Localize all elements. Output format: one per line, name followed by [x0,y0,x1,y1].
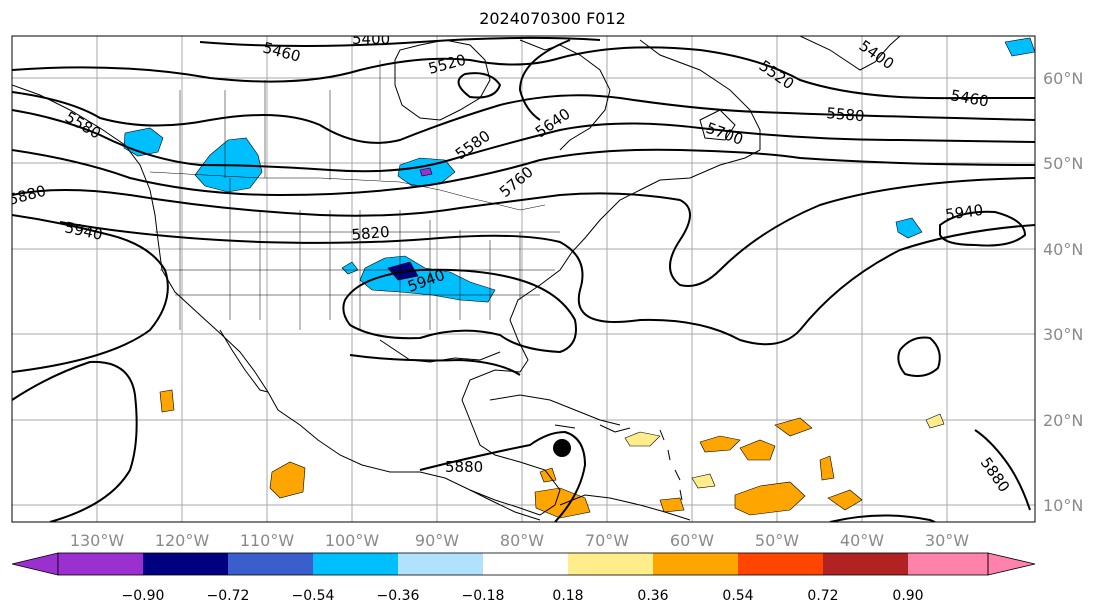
colorbar-tick-label: −0.36 [377,588,420,604]
map-frame [11,35,1036,523]
contour-label: 5400 [352,30,390,48]
colorbar-tick-label: −0.90 [122,588,165,604]
lat-tick-label: 20°N [1043,411,1083,430]
colorbar-tick-label: 0.90 [892,588,923,604]
colorbar-segment [823,553,908,575]
political-borders [149,60,560,330]
contour-label: 5820 [351,223,391,244]
lon-tick-label: 90°W [415,531,459,550]
colorbar-extend-low [11,552,59,576]
lat-tick-label: 10°N [1043,496,1083,515]
colorbar-tick-label: 0.36 [637,588,668,604]
colorbar-segment [738,553,823,575]
lon-tick-label: 100°W [325,531,380,550]
longitude-labels: 130°W 120°W 110°W 100°W 90°W 80°W 70°W 6… [70,531,969,550]
colorbar-segment [908,553,988,575]
lon-tick-label: 130°W [70,531,125,550]
height-contours [12,36,1035,522]
lon-tick-label: 110°W [240,531,295,550]
colorbar-tick-label: −0.18 [462,588,505,604]
colorbar-tick-label: 0.72 [807,588,838,604]
contour-label: 5940 [944,201,984,224]
colorbar-frame [57,552,989,576]
colorbar-segment [483,553,568,575]
coastlines [12,36,901,521]
colorbar-segment [143,553,228,575]
lon-tick-label: 40°W [840,531,884,550]
map-area [12,36,1035,522]
colorbar-segment [313,553,398,575]
lon-tick-label: 80°W [500,531,544,550]
map-title: 2024070300 F012 [479,9,626,28]
lon-tick-label: 70°W [585,531,629,550]
colorbar-tick-label: −0.54 [292,588,335,604]
lon-tick-label: 60°W [670,531,714,550]
colorbar-segment [398,553,483,575]
lon-tick-label: 30°W [925,531,969,550]
colorbar-tick-label: 0.54 [722,588,753,604]
colorbar-tick-label: −0.72 [207,588,250,604]
contour-label: 5880 [445,458,483,476]
lat-tick-label: 60°N [1043,69,1083,88]
colorbar-extend-high [987,552,1036,576]
latitude-labels: 60°N 50°N 40°N 30°N 20°N 10°N [1043,69,1083,515]
storm-center-marker [553,439,571,457]
lat-tick-label: 40°N [1043,240,1083,259]
colorbar-tick-label: 0.18 [552,588,583,604]
colorbar-segment [653,553,738,575]
lon-tick-label: 120°W [155,531,210,550]
colorbar-segment [568,553,653,575]
colorbar-segment [58,553,143,575]
lat-tick-label: 30°N [1043,325,1083,344]
colorbar-segment [228,553,313,575]
contour-label: 5580 [826,104,866,125]
lat-tick-label: 50°N [1043,154,1083,173]
colorbar: −0.90 −0.72 −0.54 −0.36 −0.18 0.18 0.36 … [11,552,1036,604]
lon-tick-label: 50°W [755,531,799,550]
